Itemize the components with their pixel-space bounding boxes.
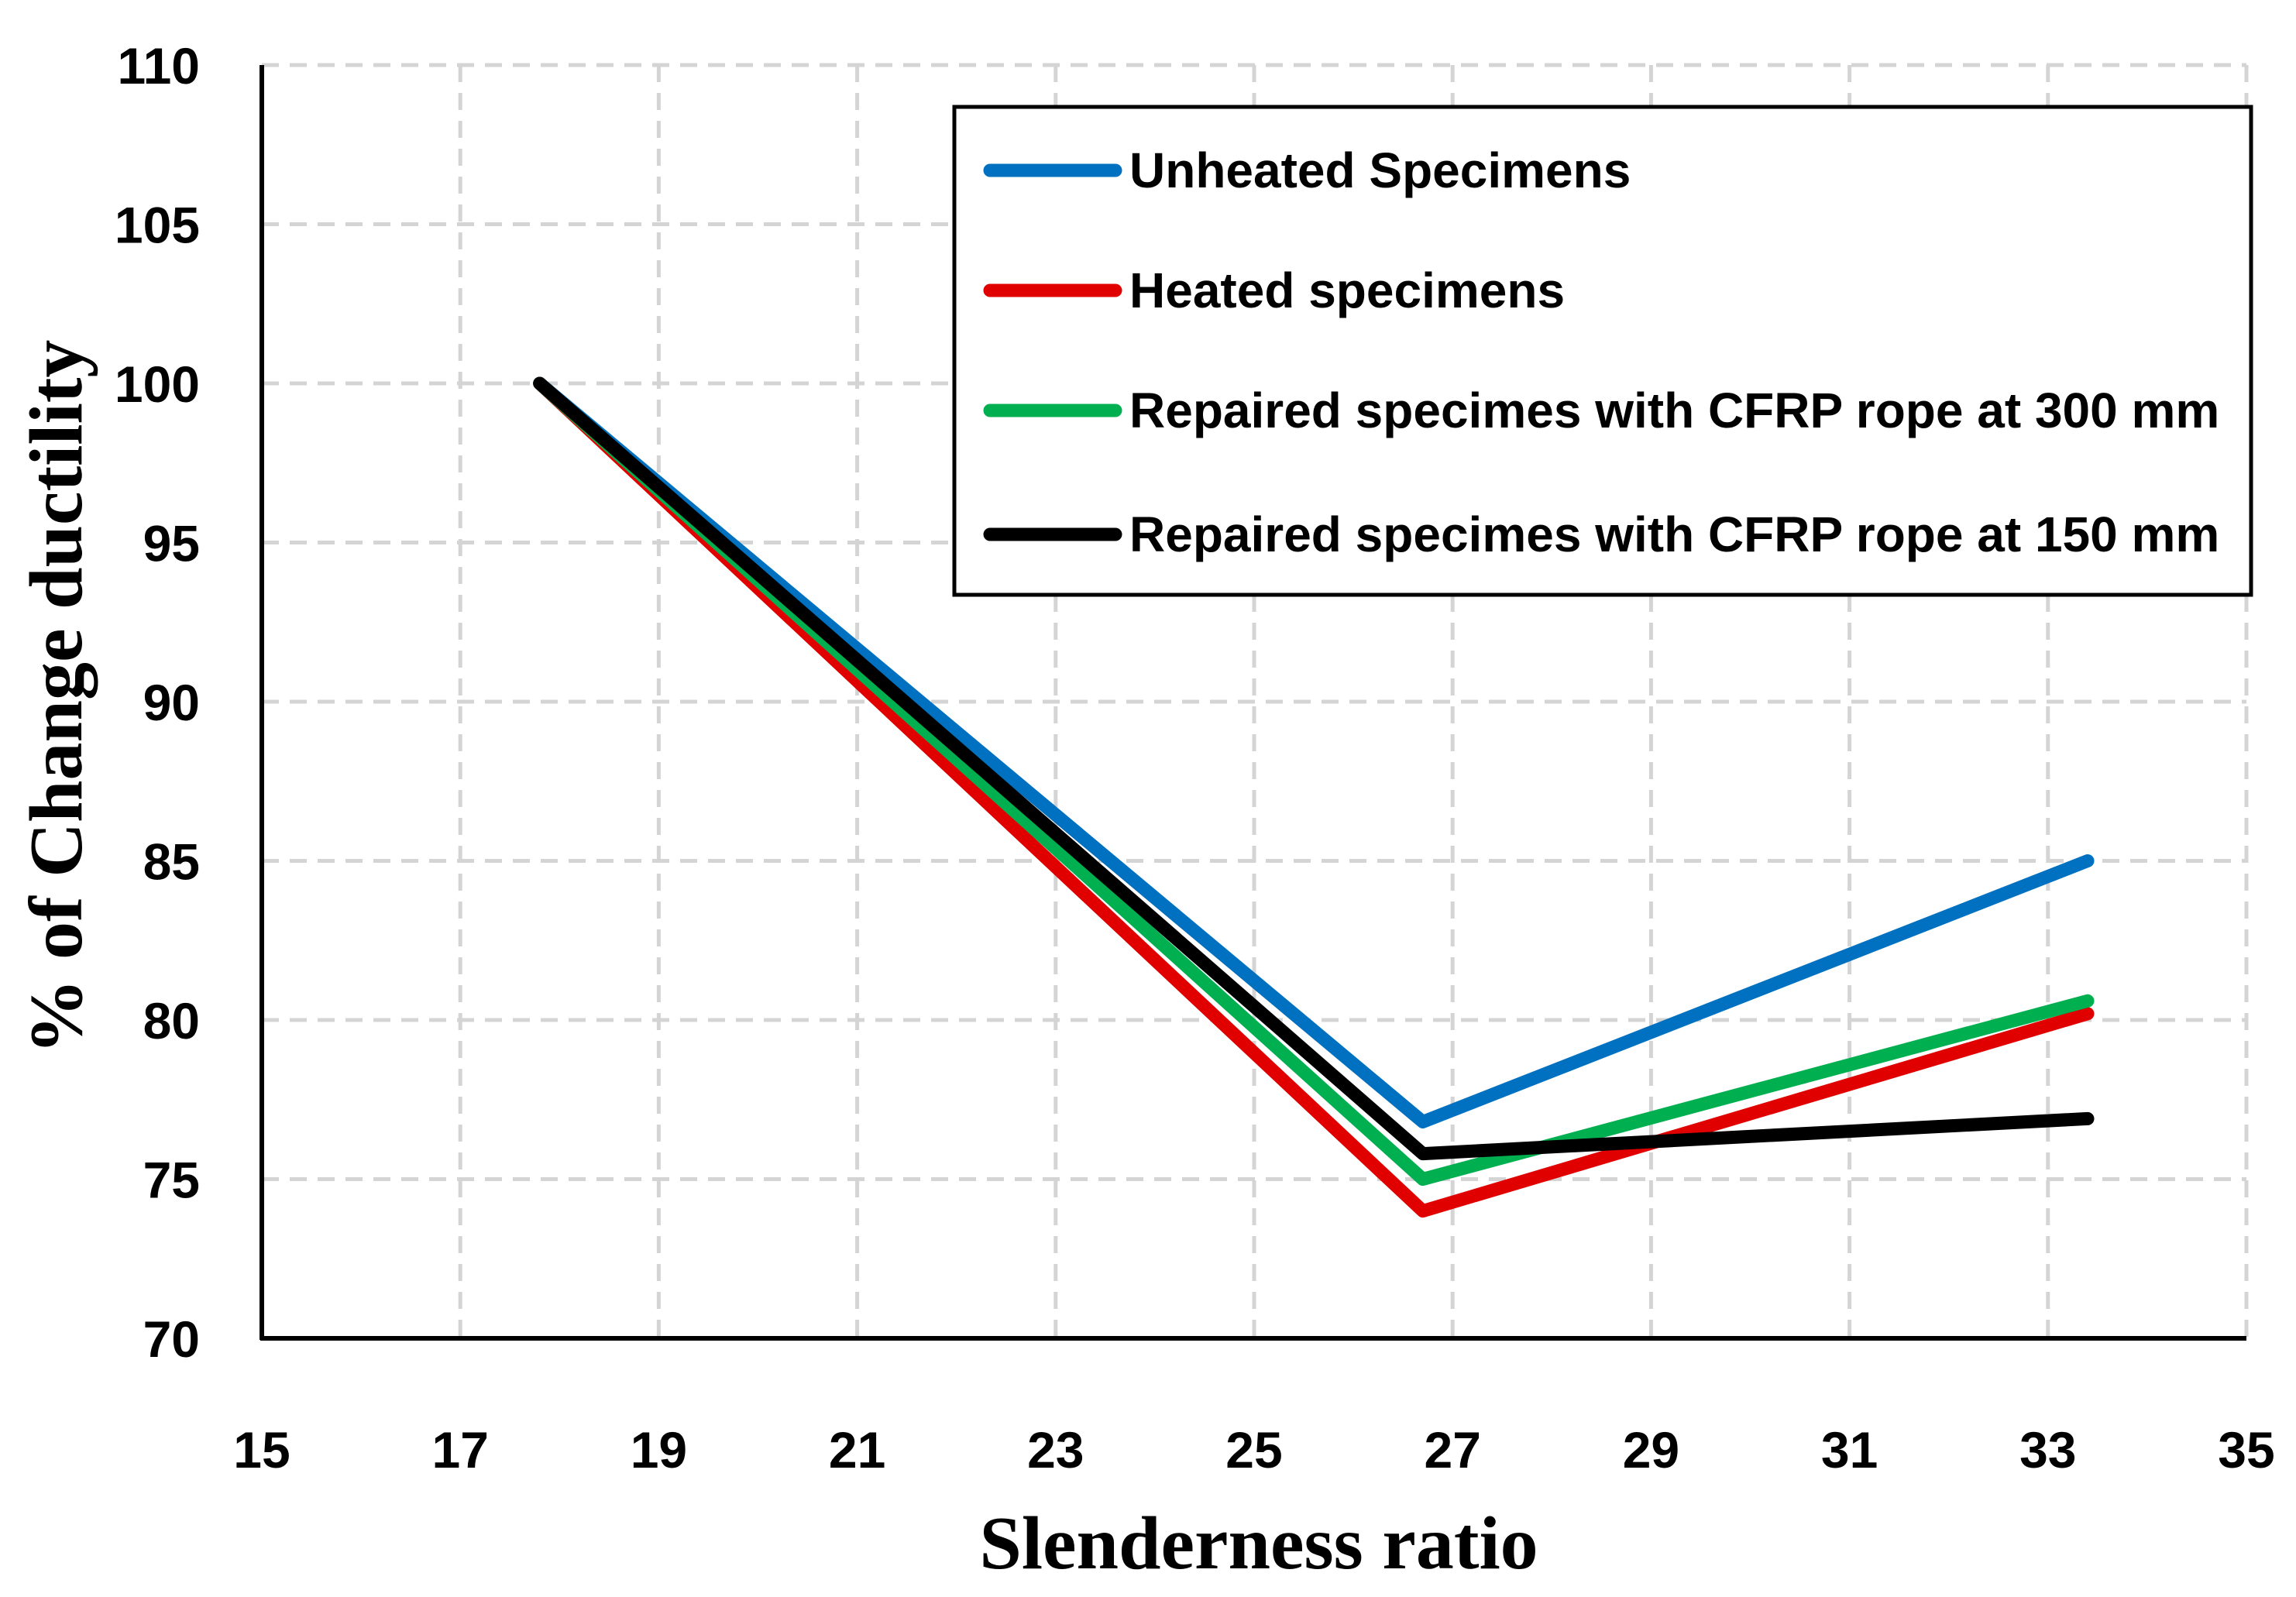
x-tick-label: 21 — [829, 1421, 885, 1479]
y-tick-label: 110 — [118, 37, 200, 94]
y-tick-label: 70 — [143, 1310, 200, 1368]
axes: 15 17 19 21 23 25 27 29 31 33 35 70 75 80 85 90 95 100 105… — [115, 37, 2275, 1479]
y-tick-label: 100 — [115, 355, 200, 413]
x-tick-label: 17 — [431, 1421, 488, 1479]
x-tick-label: 19 — [631, 1421, 687, 1479]
x-tick-label: 33 — [2019, 1421, 2076, 1479]
series-lines — [533, 376, 2095, 1218]
legend: Unheated Specimens Heated specimens Repair… — [952, 105, 2253, 597]
y-tick-label: 85 — [143, 833, 200, 891]
y-tick-label: 105 — [115, 197, 200, 254]
series-line — [533, 376, 2095, 1218]
series-line — [533, 376, 2095, 1128]
series-line — [533, 376, 2095, 1161]
y-tick-label: 75 — [143, 1152, 200, 1209]
x-tick-label: 31 — [1821, 1421, 1878, 1479]
x-tick-label: 15 — [233, 1421, 290, 1479]
legend-label: Heated specimens — [1129, 263, 1565, 318]
y-axis-title: % of Change ductility — [15, 340, 98, 1055]
legend-box — [952, 105, 2253, 597]
x-tick-label: 23 — [1027, 1421, 1084, 1479]
legend-label: Repaired specimes with CFRP rope at 150 … — [1129, 507, 2219, 562]
legend-label: Unheated Specimens — [1129, 143, 1631, 198]
y-tick-label: 90 — [143, 674, 200, 731]
legend-label: Repaired specimes with CFRP rope at 300 … — [1129, 383, 2219, 438]
x-tick-label: 25 — [1225, 1421, 1282, 1479]
x-tick-label: 35 — [2218, 1421, 2274, 1479]
x-tick-label: 29 — [1623, 1421, 1679, 1479]
x-tick-label: 27 — [1424, 1421, 1480, 1479]
x-axis-title: Slenderness ratio — [979, 1502, 1538, 1585]
y-tick-label: 95 — [143, 515, 200, 572]
y-tick-label: 80 — [143, 992, 200, 1049]
